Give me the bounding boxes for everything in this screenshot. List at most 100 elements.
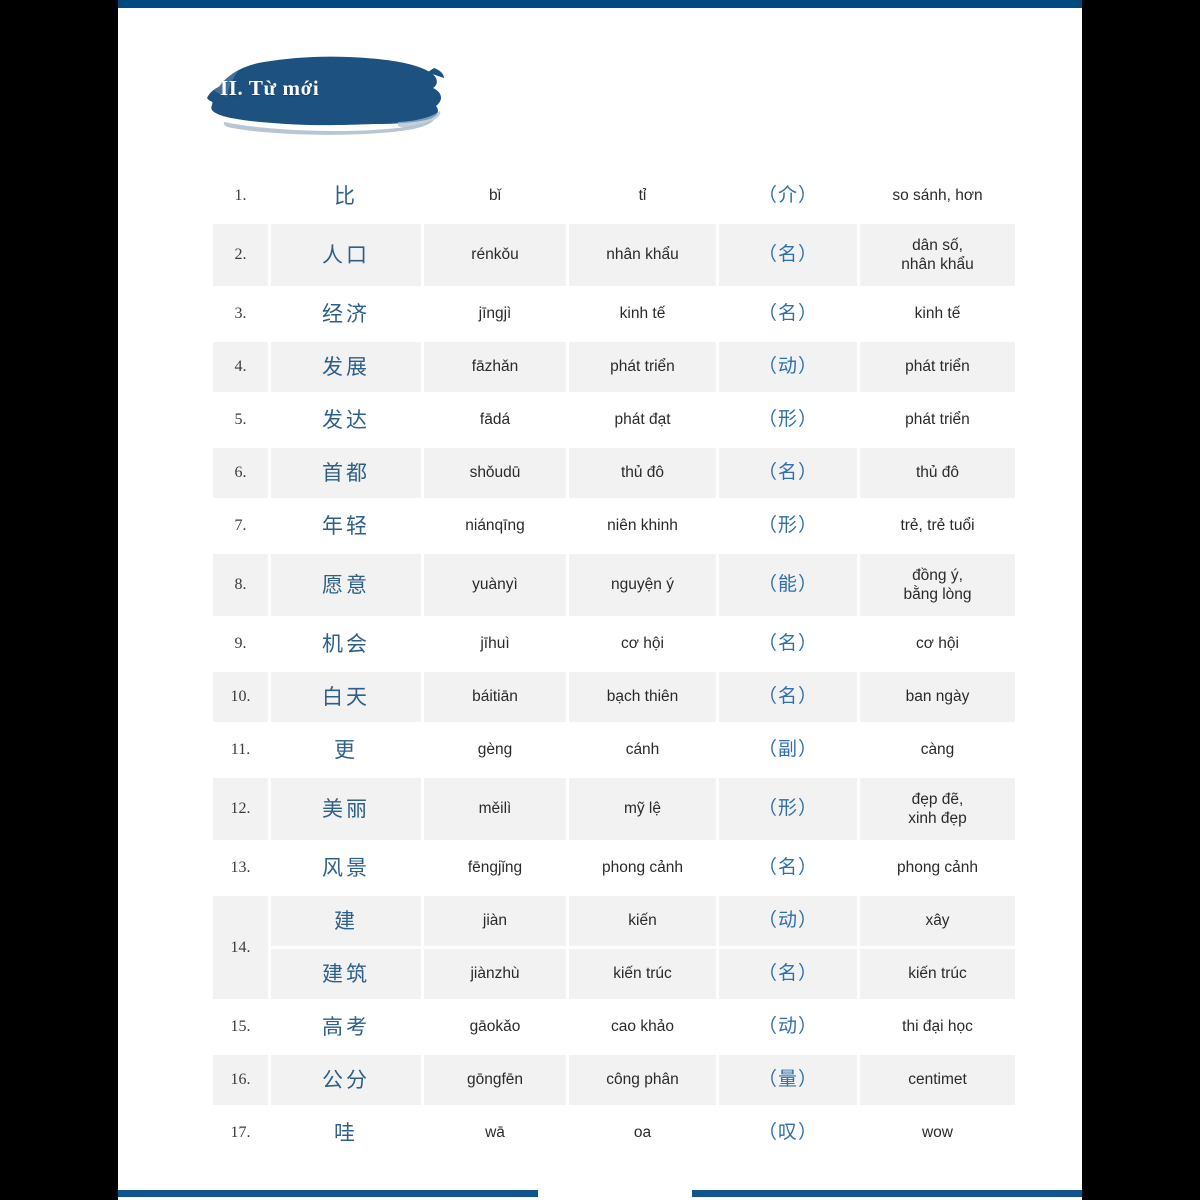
vietnamese-meaning: centimet [860, 1055, 1015, 1105]
vietnamese-meaning: cơ hội [916, 635, 959, 653]
sino-vietnamese: phát triển [569, 342, 716, 392]
part-of-speech: （名） [719, 672, 857, 722]
row-number: 7. [234, 517, 247, 534]
vietnamese-meaning: phát triển [860, 342, 1015, 392]
sino-vietnamese: nhân khẩu [569, 224, 716, 286]
vocabulary-row: 9. 机会 jīhuì cơ hội （名） cơ hội [213, 619, 1015, 669]
pinyin-reading: shǒudū [424, 448, 566, 498]
row-number: 4. [213, 342, 268, 392]
vietnamese-meaning: wow [921, 1124, 953, 1142]
sino-vietnamese: cơ hội [621, 635, 664, 653]
page-frame: II. Từ mới 1. 比 bǐ tỉ （介） so sánh, hơn 2. 人口 rén… [118, 0, 1082, 1200]
part-of-speech: （形） [719, 778, 857, 840]
row-number: 10. [213, 672, 268, 722]
vocabulary-row: 6. 首都 shǒudū thủ đô （名） thủ đô [213, 448, 1015, 498]
part-of-speech: （介） [757, 184, 818, 207]
bottom-accent-bar-left [118, 1190, 538, 1197]
part-of-speech: （动） [719, 896, 857, 946]
row-number: 6. [213, 448, 268, 498]
part-of-speech: （动） [719, 342, 857, 392]
row-number: 1. [234, 187, 247, 204]
part-of-speech: （名） [719, 224, 857, 286]
vietnamese-meaning: kiến trúc [860, 949, 1015, 999]
chinese-word: 发达 [322, 407, 370, 432]
chinese-word: 首都 [271, 448, 421, 498]
chinese-word: 公分 [271, 1055, 421, 1105]
vocabulary-row: 1. 比 bǐ tỉ （介） so sánh, hơn [213, 171, 1015, 221]
pinyin-reading: fādá [479, 411, 511, 429]
row-number: 16. [213, 1055, 268, 1105]
row-number: 11. [230, 741, 251, 758]
part-of-speech: （副） [757, 738, 818, 761]
row-number: 12. [213, 778, 268, 840]
sino-vietnamese: bạch thiên [569, 672, 716, 722]
sino-vietnamese: kiến [569, 896, 716, 946]
part-of-speech: （动） [757, 1015, 818, 1038]
chinese-word: 白天 [271, 672, 421, 722]
vietnamese-meaning: phát triển [905, 411, 970, 429]
vietnamese-meaning: đồng ý, bằng lòng [860, 554, 1015, 616]
vocabulary-row: 2. 人口 rénkǒu nhân khẩu （名） dân số, nhân khẩu [213, 224, 1015, 286]
sino-vietnamese: thủ đô [569, 448, 716, 498]
part-of-speech: （能） [719, 554, 857, 616]
chinese-word: 愿意 [271, 554, 421, 616]
chinese-word: 美丽 [271, 778, 421, 840]
row-number: 17. [230, 1124, 251, 1141]
chinese-word: 机会 [322, 631, 370, 656]
pinyin-reading: jīngjì [478, 305, 512, 323]
row-number: 9. [234, 635, 247, 652]
chinese-word: 比 [334, 183, 358, 208]
chinese-word: 哇 [334, 1120, 358, 1145]
vietnamese-meaning: xây [860, 896, 1015, 946]
part-of-speech: （形） [757, 408, 818, 431]
pinyin-reading: niánqīng [465, 517, 525, 535]
vietnamese-meaning: dân số, nhân khẩu [860, 224, 1015, 286]
pinyin-reading: jiànzhù [424, 949, 566, 999]
vocabulary-row: 10. 白天 báitiān bạch thiên （名） ban ngày [213, 672, 1015, 722]
vocabulary-row: 17. 哇 wā oa （叹） wow [213, 1108, 1015, 1158]
brush-stroke-icon [207, 56, 444, 135]
pinyin-reading: fēngjǐng [467, 859, 523, 877]
part-of-speech: （名） [757, 632, 818, 655]
vietnamese-meaning: càng [920, 741, 955, 759]
part-of-speech: （形） [757, 514, 818, 537]
pinyin-reading: gōngfēn [424, 1055, 566, 1105]
pinyin-reading: fāzhǎn [424, 342, 566, 392]
section-heading: II. Từ mới [198, 50, 448, 135]
pinyin-reading: gèng [477, 741, 513, 759]
row-number: 3. [234, 305, 247, 322]
row-number: 8. [213, 554, 268, 616]
pinyin-reading: jiàn [424, 896, 566, 946]
sino-vietnamese: cao khảo [611, 1018, 674, 1036]
vocabulary-row: 13. 风景 fēngjǐng phong cảnh （名） phong cảnh [213, 843, 1015, 893]
chinese-word: 年轻 [322, 513, 370, 538]
row-number: 2. [213, 224, 268, 286]
vocabulary-row: 7. 年轻 niánqīng niên khinh （形） trẻ, trẻ tuổi [213, 501, 1015, 551]
row-number: 13. [230, 859, 251, 876]
part-of-speech: （名） [757, 302, 818, 325]
chinese-word: 建 [271, 896, 421, 946]
vocabulary-row: 5. 发达 fādá phát đạt （形） phát triển [213, 395, 1015, 445]
vocabulary-row: 15. 高考 gāokǎo cao khảo （动） thi đại học [213, 1002, 1015, 1052]
sino-vietnamese: kiến trúc [569, 949, 716, 999]
chinese-word: 高考 [322, 1014, 370, 1039]
part-of-speech: （名） [757, 856, 818, 879]
sino-vietnamese: công phân [569, 1055, 716, 1105]
vocabulary-row: 11. 更 gèng cánh （副） càng [213, 725, 1015, 775]
vocabulary-row: 14. 建 jiàn kiến （动） xây [213, 896, 1015, 999]
pinyin-reading: jīhuì [480, 635, 510, 653]
vocabulary-row: 建筑 jiànzhù kiến trúc （名） kiến trúc [213, 949, 1015, 999]
sino-vietnamese: phong cảnh [601, 859, 684, 877]
vietnamese-meaning: thi đại học [902, 1018, 973, 1036]
section-heading-label: II. Từ mới [220, 76, 320, 100]
part-of-speech: （量） [719, 1055, 857, 1105]
vietnamese-meaning: so sánh, hơn [892, 187, 983, 205]
row-number: 14. [213, 896, 268, 999]
row-number: 5. [234, 411, 247, 428]
bottom-accent-bar-right [692, 1190, 1082, 1197]
vocabulary-row: 4. 发展 fāzhǎn phát triển （动） phát triển [213, 342, 1015, 392]
pinyin-reading: yuànyì [424, 554, 566, 616]
vietnamese-meaning: đẹp đẽ, xinh đẹp [860, 778, 1015, 840]
pinyin-reading: báitiān [424, 672, 566, 722]
vocabulary-row: 8. 愿意 yuànyì nguyện ý （能） đồng ý, bằng lòng [213, 554, 1015, 616]
